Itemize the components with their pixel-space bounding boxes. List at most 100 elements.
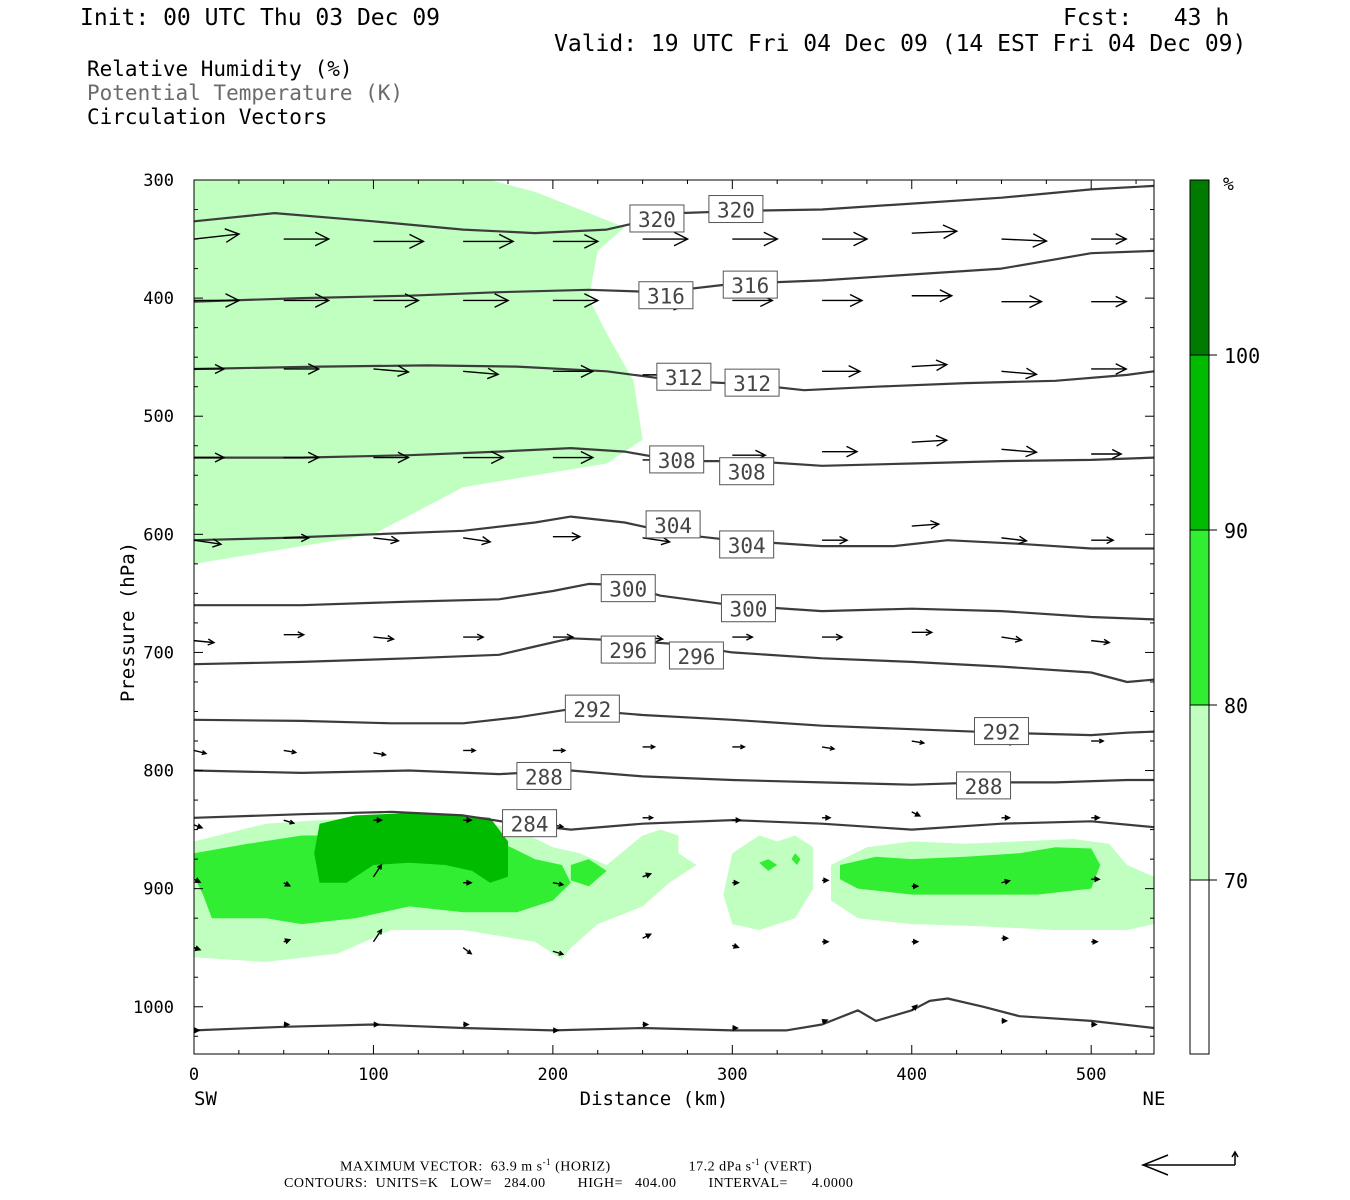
colorbar-segment-80_90 (1189, 529, 1210, 706)
wind-vector (732, 942, 740, 949)
wind-vector (373, 293, 421, 308)
wind-vector (732, 817, 742, 824)
wind-vector (1091, 876, 1101, 883)
theta-label-304-1: 304 (719, 530, 775, 559)
plot-frame (193, 179, 1155, 1055)
wind-vector (822, 535, 849, 545)
wind-vector (822, 877, 830, 884)
legend-circulation-vectors: Circulation Vectors (87, 105, 328, 129)
wind-vector (822, 633, 844, 641)
forecast-hour: Fcst: 43 h (1063, 5, 1230, 31)
wind-vector (552, 633, 575, 641)
wind-vector (732, 744, 746, 750)
reference-vector-icon (1140, 1150, 1239, 1176)
wind-vector (283, 631, 306, 639)
wind-vector (1091, 448, 1123, 460)
max-vector-vert-tag: (VERT) (760, 1159, 813, 1175)
theta-label-320-0: 320 (629, 204, 685, 233)
wind-vector (194, 1027, 201, 1034)
wind-vector (911, 224, 959, 240)
svg-text:296: 296 (677, 645, 715, 669)
wind-vector (642, 231, 690, 247)
wind-vector (552, 532, 582, 542)
wind-vector (194, 293, 241, 308)
wind-vector (822, 445, 859, 458)
wind-vector (194, 823, 204, 830)
theta-label-300-1: 300 (720, 594, 776, 623)
x-tick-label: 400 (896, 1065, 927, 1085)
wind-vector (194, 877, 202, 883)
wind-vector (194, 749, 208, 756)
y-tick-label: 1000 (133, 998, 174, 1018)
theta-label-300-0: 300 (600, 574, 656, 603)
colorbar-label: 70 (1224, 869, 1248, 893)
wind-vector (732, 231, 779, 247)
colorbar: 70 80 90 100% (1189, 174, 1260, 1055)
y-tick-label: 700 (143, 643, 174, 663)
wind-vector (463, 233, 515, 250)
svg-text:316: 316 (731, 274, 769, 298)
y-tick-label: 400 (143, 289, 174, 309)
wind-vector (911, 289, 954, 303)
wind-vector (1001, 535, 1029, 545)
wind-vector (462, 947, 473, 955)
wind-vector (463, 1021, 470, 1028)
valid-time: Valid: 19 UTC Fri 04 Dec 09 (14 EST Fri … (554, 31, 1247, 57)
wind-vector (1001, 878, 1011, 885)
svg-text:304: 304 (654, 514, 692, 538)
wind-vector (373, 751, 387, 757)
theta-label-304-0: 304 (645, 510, 701, 539)
wind-vector (283, 938, 292, 945)
wind-vector (822, 814, 832, 821)
colorbar-label: 100 (1224, 344, 1260, 368)
contour-labels: 320 320 316 316 312 312 308 308 304 304 300 300 296 2… (502, 195, 1029, 838)
theta-label-312-0: 312 (656, 362, 712, 391)
wind-vector (463, 536, 492, 546)
y-tick-label: 300 (143, 171, 174, 191)
wind-vector (642, 933, 652, 940)
circulation-vectors (194, 224, 1128, 1034)
wind-vector (822, 293, 864, 308)
colorbar-segment-gt100 (1189, 179, 1210, 356)
wind-vector (463, 367, 500, 380)
wind-vector (732, 1024, 739, 1032)
wind-vector (373, 451, 411, 464)
wind-vector (911, 359, 949, 372)
colorbar-unit: % (1223, 174, 1234, 195)
wind-vector (911, 739, 926, 745)
wind-vector (1001, 1017, 1009, 1025)
wind-vector (822, 231, 869, 247)
relative-humidity-shading (194, 180, 1154, 962)
axes: 300 400 500 600 700 800 900 1000 0 100 200 300 400 50… (117, 171, 1165, 1110)
y-tick-label: 900 (143, 880, 174, 900)
wind-vector (911, 883, 920, 890)
svg-text:292: 292 (573, 698, 611, 722)
svg-text:312: 312 (665, 366, 703, 390)
svg-text:284: 284 (511, 813, 549, 837)
theta-contour-surface (194, 997, 1154, 1032)
rh-region-90_100-9 (314, 813, 508, 883)
wind-vector (822, 938, 830, 945)
wind-vector (911, 938, 920, 945)
x-tick-label: 0 (189, 1065, 199, 1085)
wind-vector (732, 879, 740, 886)
wind-vector (642, 872, 653, 879)
wind-vector (194, 228, 241, 243)
svg-text:300: 300 (729, 598, 767, 622)
wind-vector (821, 745, 836, 751)
wind-vector (1091, 295, 1128, 308)
svg-text:320: 320 (638, 208, 676, 232)
max-vector-horiz-tag: (HORIZ) (551, 1159, 611, 1175)
wind-vector (1001, 295, 1044, 309)
wind-vector (1091, 938, 1099, 945)
svg-text:312: 312 (733, 372, 771, 396)
x-end-label-left: SW (194, 1088, 217, 1110)
wind-vector (642, 815, 655, 821)
wind-vector (283, 1021, 291, 1028)
theta-label-316-1: 316 (722, 270, 778, 299)
svg-text:316: 316 (647, 285, 685, 309)
wind-vector (194, 538, 223, 548)
wind-vector (1001, 233, 1049, 248)
wind-vector (821, 1018, 829, 1025)
wind-vector (552, 747, 567, 754)
